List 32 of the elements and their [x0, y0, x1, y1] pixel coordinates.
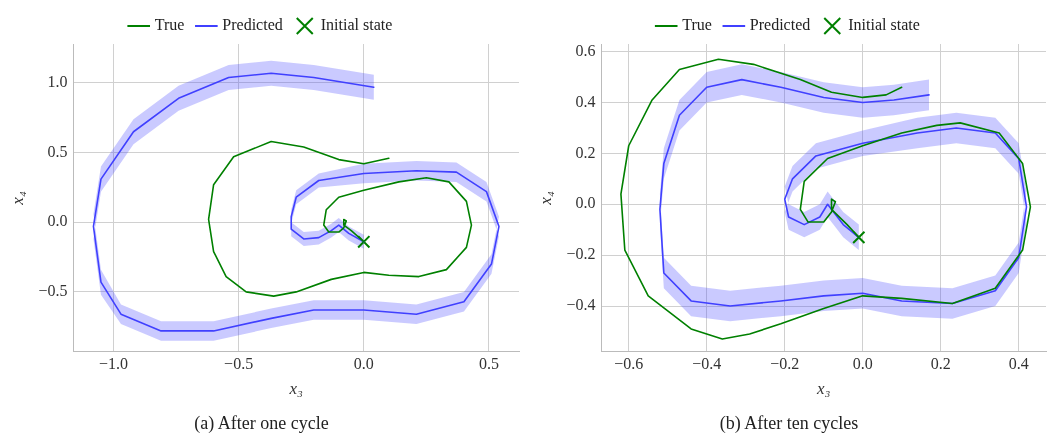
text: (b) After ten cycles — [719, 412, 859, 434]
legend-label: Initial state — [848, 16, 920, 34]
legend-label: Initial state — [320, 16, 393, 34]
y-tick-label: −0.5 — [38, 282, 68, 300]
y-axis-title: x₄ — [535, 191, 555, 206]
y-tick-label: 0.2 — [575, 143, 596, 161]
x-tick-label: −0.2 — [770, 354, 800, 372]
x-tick-label: −0.4 — [692, 354, 722, 372]
x-axis-title: x₃ — [288, 378, 304, 398]
legend-label: Predicted — [222, 16, 283, 34]
legend-label: True — [682, 16, 712, 34]
y-tick-label: −0.4 — [566, 296, 596, 314]
x-tick-label: −1.0 — [98, 354, 128, 372]
legend-label: True — [154, 16, 185, 34]
x-axis-title: x₃ — [815, 378, 831, 398]
x-tick-label: 0.2 — [930, 354, 951, 372]
text: (a) After one cycle — [194, 412, 329, 434]
y-tick-label: 0.4 — [575, 92, 596, 110]
x-tick-label: −0.6 — [614, 354, 644, 372]
y-tick-label: 0.5 — [47, 142, 68, 160]
x-tick-label: −0.5 — [224, 354, 254, 372]
x-tick-label: 0.0 — [353, 354, 374, 372]
y-tick-label: 1.0 — [47, 73, 68, 91]
y-tick-label: −0.2 — [566, 245, 596, 263]
y-axis-title: x₄ — [7, 191, 27, 206]
x-tick-label: 0.5 — [478, 354, 499, 372]
x-tick-label: 0.4 — [1008, 354, 1029, 372]
legend-label: Predicted — [749, 16, 811, 34]
x-tick-label: 0.0 — [852, 354, 873, 372]
y-tick-label: 0.6 — [575, 41, 596, 59]
y-tick-label: 0.0 — [47, 212, 68, 230]
y-tick-label: 0.0 — [575, 194, 596, 212]
